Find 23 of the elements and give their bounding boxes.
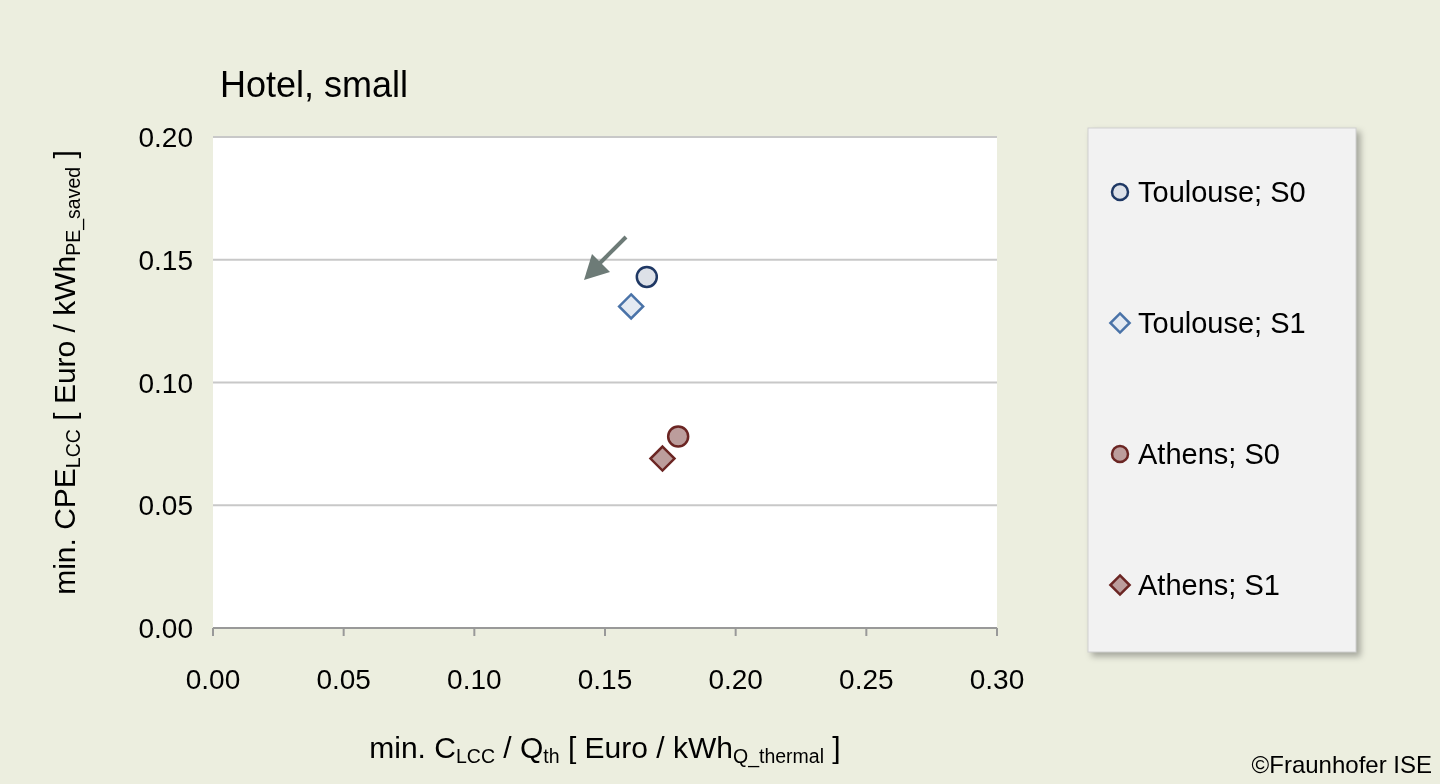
legend-label: Toulouse; S1 [1138,307,1306,339]
chart-title: Hotel, small [220,64,409,105]
text: ©Fraunhofer ISE [1251,751,1432,778]
y-tick-label: 0.20 [138,122,193,153]
y-tick-label: 0.00 [138,613,193,644]
x-tick-label: 0.20 [708,664,763,695]
x-tick-label: 0.10 [447,664,502,695]
point [635,265,659,289]
legend-label: Athens; S0 [1138,438,1280,470]
y-tick-label: 0.05 [138,490,193,522]
y-tick-label: 0.15 [138,244,193,276]
x-axis-title: min. C$_{LCC}$ / Q$_{th}$ [ Euro / kWh$_{Q_thermal}$ ] [369,731,841,768]
x-tick-label: 0.00 [185,664,241,695]
x-tick-label: 0.30 [969,664,1025,695]
point [666,425,690,448]
x-tick-label: 0.05 [316,664,371,695]
point [617,293,645,320]
legend-label: Toulouse; S0 [1138,176,1306,208]
x-tick-label: 0.15 [577,664,633,695]
x-tick-label: 0.25 [839,664,894,695]
y-tick-label: 0.10 [138,367,193,399]
point [649,445,676,472]
legend-label: Athens; S1 [1138,569,1280,601]
